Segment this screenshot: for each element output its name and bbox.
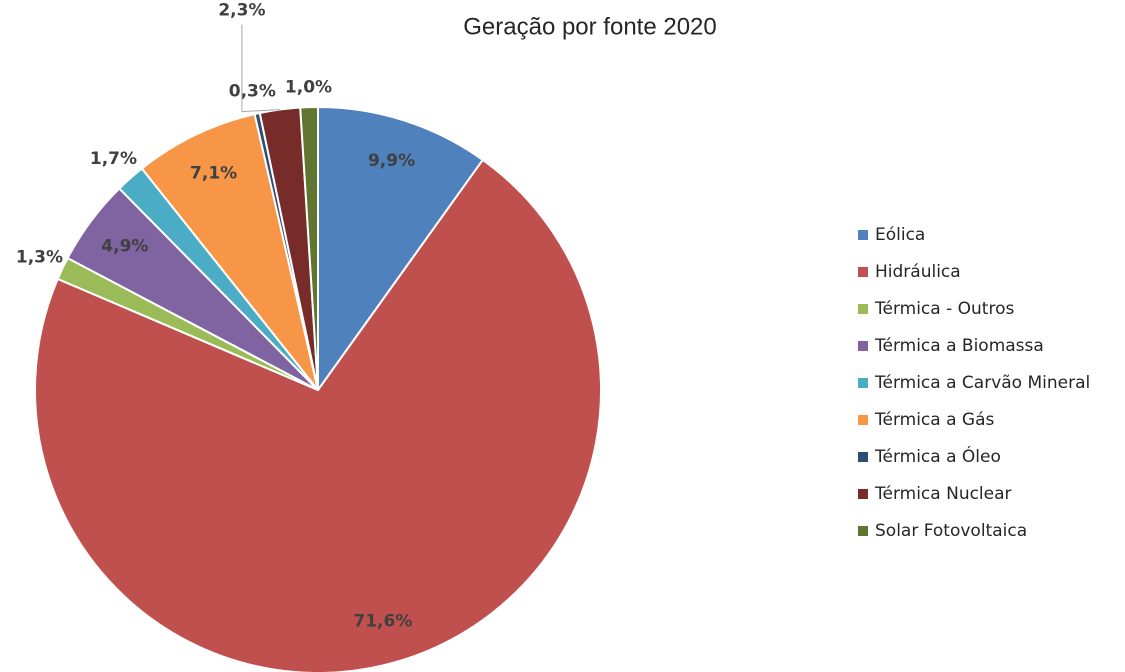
- legend-label: Eólica: [875, 225, 925, 245]
- legend-swatch: [858, 267, 868, 277]
- data-label: 9,9%: [368, 151, 415, 171]
- legend-swatch: [858, 415, 868, 425]
- legend-label: Térmica a Carvão Mineral: [874, 373, 1090, 393]
- data-label: 0,3%: [229, 81, 276, 101]
- legend-label: Térmica - Outros: [874, 299, 1014, 319]
- data-label: 1,3%: [16, 247, 63, 267]
- pie-slice: [140, 112, 319, 391]
- pie-slice: [34, 158, 602, 672]
- legend-swatch: [858, 526, 868, 536]
- legend-label: Térmica a Biomassa: [874, 336, 1044, 356]
- legend-swatch: [858, 378, 868, 388]
- chart-title: Geração por fonte 2020: [463, 13, 717, 40]
- data-label: 1,7%: [90, 149, 137, 169]
- legend-label: Térmica a Óleo: [874, 445, 1001, 467]
- data-label: 7,1%: [190, 163, 237, 183]
- legend-label: Hidráulica: [875, 262, 961, 282]
- data-label: 4,9%: [101, 237, 148, 257]
- legend-swatch: [858, 452, 868, 462]
- pie-slice: [317, 105, 485, 394]
- data-label: 1,0%: [285, 77, 332, 97]
- data-label: 71,6%: [353, 612, 412, 632]
- leader-line: [241, 109, 280, 113]
- legend-swatch: [858, 489, 868, 499]
- legend-swatch: [858, 230, 868, 240]
- data-label: 2,3%: [218, 1, 265, 21]
- legend-label: Térmica Nuclear: [874, 484, 1012, 504]
- legend-label: Térmica a Gás: [874, 410, 995, 430]
- legend-label: Solar Fotovoltaica: [875, 521, 1027, 541]
- legend-swatch: [858, 304, 868, 314]
- pie-slice: [299, 105, 319, 391]
- legend-swatch: [858, 341, 868, 351]
